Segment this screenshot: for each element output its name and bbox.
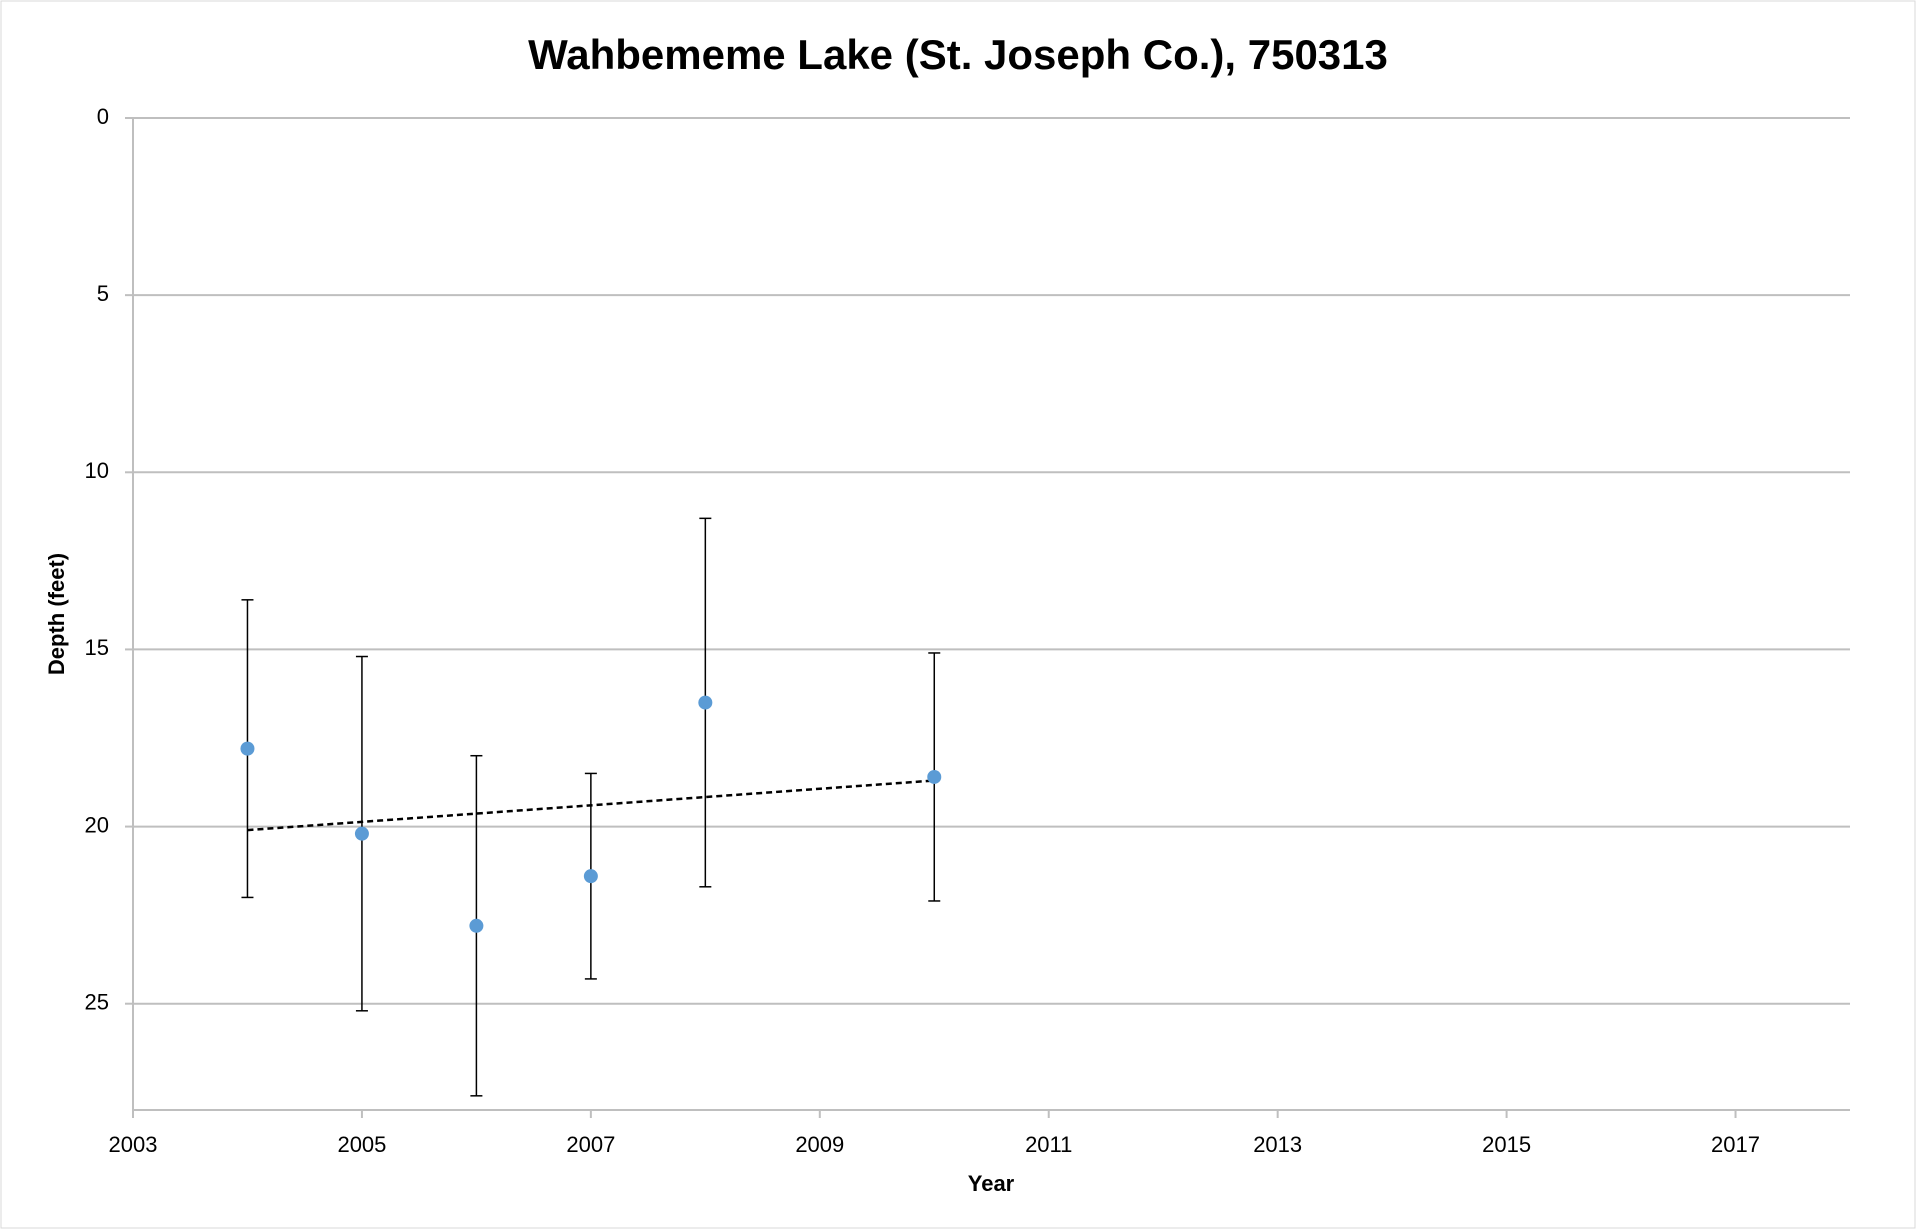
point — [698, 695, 713, 710]
x-tick-label: 2015 — [1482, 1132, 1531, 1157]
x-tick-label: 2005 — [337, 1132, 386, 1157]
y-tick-label: 20 — [85, 812, 109, 837]
chart-title: Wahbememe Lake (St. Joseph Co.), 750313 — [528, 31, 1388, 78]
point — [469, 918, 484, 933]
point — [240, 741, 255, 756]
y-tick-label: 15 — [85, 635, 109, 660]
point — [583, 869, 598, 884]
point — [354, 826, 369, 841]
x-tick-label: 2003 — [109, 1132, 158, 1157]
y-axis-label: Depth (feet) — [44, 553, 69, 675]
x-tick-label: 2011 — [1025, 1132, 1072, 1157]
y-tick-label: 0 — [97, 104, 109, 129]
x-tick-label: 2017 — [1711, 1132, 1760, 1157]
x-axis-label: Year — [968, 1171, 1015, 1196]
y-tick-label: 5 — [97, 281, 109, 306]
x-tick-label: 2013 — [1253, 1132, 1302, 1157]
x-tick-label: 2009 — [795, 1132, 844, 1157]
y-tick-label: 25 — [85, 990, 109, 1015]
point — [927, 769, 942, 784]
x-tick-label: 2007 — [566, 1132, 615, 1157]
y-tick-label: 10 — [85, 458, 109, 483]
